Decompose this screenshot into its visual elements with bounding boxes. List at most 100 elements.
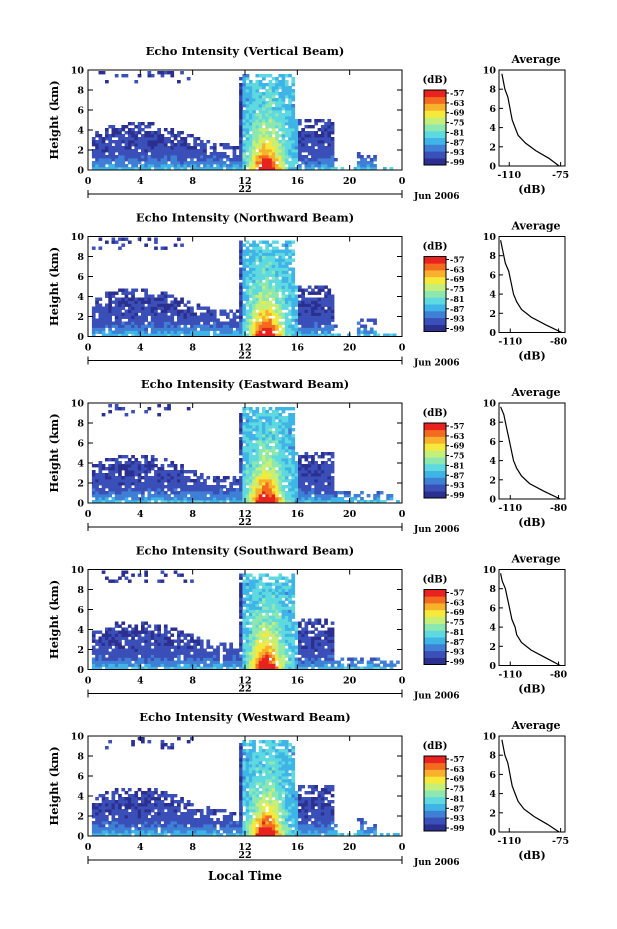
heatmap-cell [317, 648, 322, 652]
heatmap-cell [141, 651, 145, 655]
heatmap-cell [265, 110, 269, 114]
heatmap-cell [291, 131, 296, 135]
heatmap-cell [268, 440, 273, 444]
heatmap-cell [294, 312, 299, 316]
heatmap-cell [255, 95, 260, 99]
heatmap-cell [307, 660, 312, 664]
heatmap-cell [258, 654, 263, 658]
heatmap-cell [248, 327, 253, 331]
heatmap-cell [173, 312, 178, 316]
heatmap-cell [206, 164, 211, 168]
heatmap-cell [262, 491, 266, 495]
heatmap-cell [101, 648, 106, 652]
heatmap-cell [324, 470, 328, 474]
heatmap-cell [154, 131, 158, 135]
heatmap-cell [275, 279, 279, 283]
heatmap-cell [105, 645, 109, 649]
heatmap-cell [248, 434, 253, 438]
heatmap-cell [147, 500, 152, 504]
heatmap-cell [324, 488, 328, 492]
heatmap-cell [255, 467, 260, 471]
heatmap-cell [275, 630, 279, 634]
heatmap-cell [108, 140, 112, 144]
heatmap-cell [262, 458, 266, 462]
heatmap-cell [294, 500, 299, 504]
heatmap-cell [288, 500, 292, 504]
heatmap-cell [307, 464, 312, 468]
heatmap-cell [271, 279, 276, 283]
heatmap-cell [327, 488, 332, 492]
heatmap-cell [147, 654, 152, 658]
heatmap-cell [330, 470, 335, 474]
heatmap-cell [193, 497, 197, 501]
heatmap-cell [275, 461, 279, 465]
heatmap-cell [127, 149, 132, 153]
heatmap-cell [298, 660, 302, 664]
heatmap-cell [271, 285, 276, 289]
heatmap-cell [154, 488, 158, 492]
heatmap-cell [196, 152, 201, 156]
heatmap-cell [284, 500, 289, 504]
heatmap-cell [180, 500, 184, 504]
heatmap-cell [196, 491, 201, 495]
heatmap-cell [262, 588, 266, 592]
heatmap-cell [284, 416, 289, 420]
y-tick-label: 6 [77, 439, 84, 450]
heatmap-cell [284, 588, 289, 592]
heatmap-cell [150, 146, 155, 150]
heatmap-cell [157, 330, 161, 334]
heatmap-cell [275, 152, 279, 156]
heatmap-cell [255, 458, 260, 462]
heatmap-cell [301, 294, 305, 298]
heatmap-cell [258, 464, 263, 468]
heatmap-cell [268, 134, 273, 138]
heatmap-cell [255, 428, 260, 432]
heatmap-cell [239, 639, 243, 643]
heatmap-cell [294, 482, 299, 486]
heatmap-cell [298, 630, 302, 634]
heatmap-cell [255, 663, 260, 667]
heatmap-cell [275, 240, 279, 244]
heatmap-cell [255, 131, 260, 135]
heatmap-cell [330, 482, 335, 486]
heatmap-cell [275, 612, 279, 616]
heatmap-cell [307, 324, 312, 328]
heatmap-cell [242, 588, 247, 592]
heatmap-cell [278, 491, 283, 495]
heatmap-cell [108, 464, 112, 468]
heatmap-cell [127, 663, 132, 667]
heatmap-cell [137, 125, 142, 129]
heatmap-cell [291, 240, 296, 244]
heatmap-cell [268, 101, 273, 105]
heatmap-cell [327, 333, 332, 337]
heatmap-cell [304, 624, 309, 628]
heatmap-cell [288, 591, 292, 595]
heatmap-cell [304, 158, 309, 162]
heatmap-cell [268, 137, 273, 141]
heatmap-cell [111, 312, 116, 316]
heatmap-cell [206, 485, 211, 489]
heatmap-cell [301, 633, 305, 637]
heatmap-cell [170, 666, 175, 670]
heatmap-cell [327, 464, 332, 468]
heatmap-cell [154, 636, 158, 640]
heatmap-cell [317, 470, 322, 474]
heatmap-cell [291, 125, 296, 129]
heatmap-cell [262, 149, 266, 153]
heatmap-cell [95, 149, 99, 153]
heatmap-cell [284, 618, 289, 622]
heatmap-cell [170, 149, 175, 153]
heatmap-cell [252, 83, 256, 87]
heatmap-cell [114, 488, 119, 492]
heatmap-cell [284, 422, 289, 426]
heatmap-cell [284, 122, 289, 126]
heatmap-cell [141, 624, 145, 628]
heatmap-cell [216, 324, 220, 328]
heatmap-cell [268, 666, 273, 670]
heatmap-cell [186, 149, 191, 153]
heatmap-cell [258, 273, 263, 277]
heatmap-cell [281, 312, 286, 316]
heatmap-cell [95, 324, 99, 328]
heatmap-cell [327, 479, 332, 483]
heatmap-cell [278, 312, 283, 316]
